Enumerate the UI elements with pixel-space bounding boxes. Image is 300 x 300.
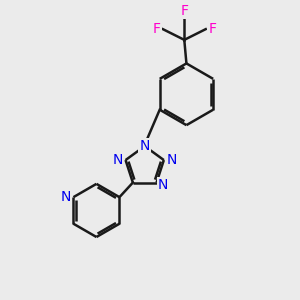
Text: N: N (140, 139, 150, 153)
Text: F: F (180, 4, 188, 18)
Text: N: N (167, 153, 177, 167)
Text: F: F (152, 22, 160, 36)
Text: N: N (61, 190, 71, 204)
Text: N: N (112, 153, 123, 167)
Text: N: N (158, 178, 168, 192)
Text: F: F (208, 22, 216, 36)
